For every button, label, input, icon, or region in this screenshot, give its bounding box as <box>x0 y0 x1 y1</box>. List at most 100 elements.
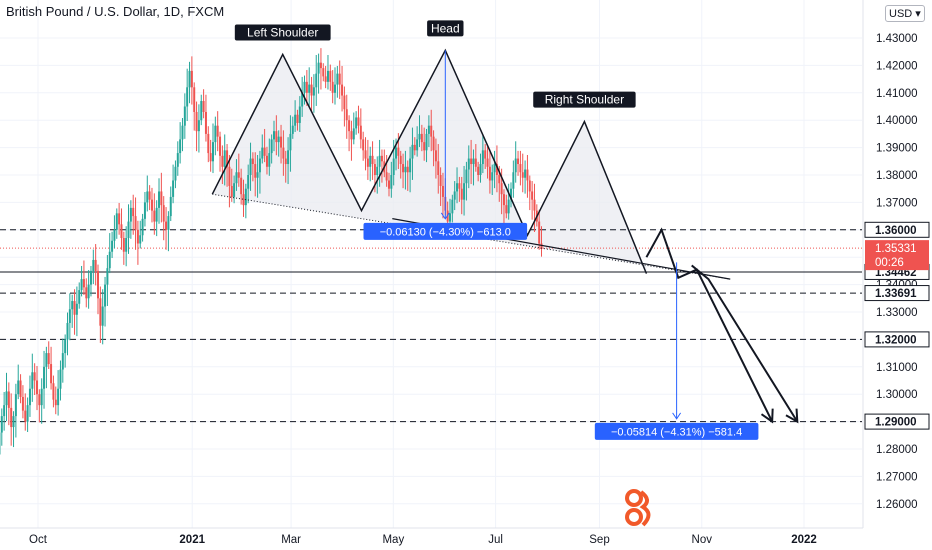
x-tick-label: Mar <box>281 534 301 546</box>
candle <box>336 65 339 98</box>
candle <box>89 265 92 297</box>
countdown-timer: 00:26 <box>875 257 904 269</box>
current-price-value: 1.35331 <box>875 243 917 255</box>
candle <box>230 168 233 202</box>
candle <box>376 156 379 194</box>
pattern-label-right-shoulder[interactable]: Right Shoulder <box>533 91 636 108</box>
pattern-label-head[interactable]: Head <box>427 20 464 37</box>
candle <box>209 139 212 172</box>
candle <box>404 150 407 190</box>
y-tick-label: 1.43000 <box>876 33 918 45</box>
candle <box>143 191 146 227</box>
candle <box>150 187 153 223</box>
candle <box>326 54 329 90</box>
candle <box>54 386 57 415</box>
candle <box>284 150 287 183</box>
candle <box>343 86 346 127</box>
candle <box>359 108 362 149</box>
projection-path[interactable] <box>645 227 774 423</box>
candle <box>470 139 473 185</box>
candle <box>280 124 283 164</box>
candle <box>141 213 144 242</box>
candle <box>0 408 3 446</box>
candle <box>434 138 437 179</box>
candle <box>526 154 529 198</box>
candle <box>94 244 97 286</box>
candle <box>505 194 508 219</box>
candle <box>57 370 60 416</box>
candle <box>61 338 64 383</box>
pattern-label-text: Right Shoulder <box>545 93 624 107</box>
pattern-drawing[interactable]: Left Shoulder Head Right Shoulder <box>211 20 799 424</box>
measurements[interactable]: −0.06130 (−4.30%) −613.0 −0.05814 (−4.31%… <box>363 50 759 440</box>
candle <box>338 60 341 100</box>
candle <box>275 115 278 156</box>
y-tick-label: 1.38000 <box>876 170 918 182</box>
candle <box>413 137 416 156</box>
measure-tool[interactable]: −0.06130 (−4.30%) −613.0 <box>363 50 528 240</box>
currency-selector[interactable]: USD ▾ <box>885 5 925 22</box>
level-tag[interactable]: 1.33691 <box>864 285 930 302</box>
candle <box>512 160 515 198</box>
candle <box>305 70 308 106</box>
candle <box>64 334 67 368</box>
y-tick-label: 1.27000 <box>876 471 918 483</box>
candle <box>31 353 34 402</box>
candle <box>345 94 348 139</box>
candle <box>106 255 109 306</box>
candle <box>486 146 489 179</box>
y-tick-label: 1.42000 <box>876 60 918 72</box>
candle <box>371 141 374 180</box>
candle <box>427 115 430 148</box>
currency-label: USD <box>889 8 913 20</box>
candle <box>24 393 27 431</box>
candle <box>282 130 285 176</box>
candle <box>385 154 388 187</box>
level-tag[interactable]: 1.32000 <box>864 331 930 348</box>
candle <box>136 220 139 265</box>
candle <box>125 226 128 267</box>
candle <box>251 152 254 182</box>
projection-path[interactable] <box>691 264 799 423</box>
candle <box>186 68 189 122</box>
candle <box>538 209 541 250</box>
candle <box>155 200 158 237</box>
candle <box>111 231 114 259</box>
candle <box>160 172 163 223</box>
candle <box>158 178 161 224</box>
candles <box>0 48 543 455</box>
pattern-label-left-shoulder[interactable]: Left Shoulder <box>234 24 331 41</box>
candle <box>21 385 24 419</box>
candle <box>92 249 95 285</box>
candle <box>329 64 332 91</box>
x-tick-label: Oct <box>29 534 48 546</box>
candle <box>153 193 156 235</box>
candle <box>38 389 41 423</box>
candle <box>402 153 405 189</box>
level-tag[interactable]: 1.36000 <box>864 221 930 238</box>
candle <box>425 128 428 163</box>
candle <box>207 126 210 163</box>
candle <box>451 194 454 223</box>
candle <box>268 138 271 176</box>
candle <box>310 76 313 112</box>
candle <box>261 134 264 164</box>
candle <box>493 150 496 189</box>
measure-tool[interactable]: −0.05814 (−4.31%) −581.4 <box>594 262 759 440</box>
neckline[interactable] <box>212 193 731 280</box>
candle <box>211 123 214 174</box>
level-tag[interactable]: 1.29000 <box>864 413 930 430</box>
candle <box>294 100 297 132</box>
candle <box>437 144 440 194</box>
candle <box>406 160 409 191</box>
candle <box>127 204 130 254</box>
candle <box>265 146 268 175</box>
candle <box>348 115 351 152</box>
candle <box>174 160 177 189</box>
level-tag-text: 1.33691 <box>875 288 917 300</box>
x-tick-label: Jul <box>488 534 503 546</box>
candle <box>52 375 55 408</box>
